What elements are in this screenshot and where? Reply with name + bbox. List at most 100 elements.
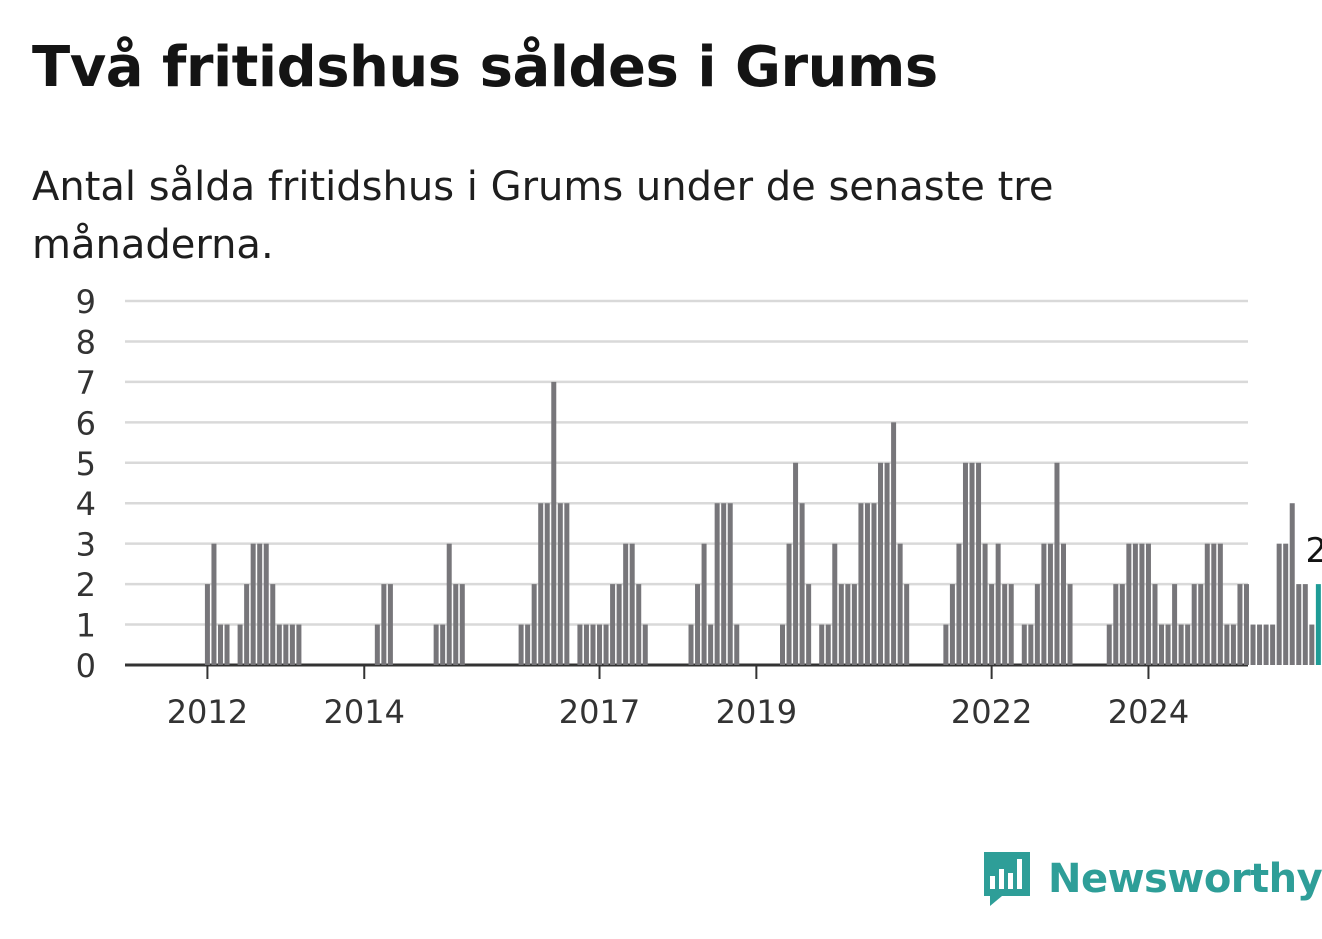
bar — [962, 462, 968, 665]
bar — [956, 543, 962, 665]
bar — [1139, 543, 1145, 665]
bar — [1145, 543, 1151, 665]
bar — [603, 624, 609, 665]
bar — [623, 543, 629, 665]
bar — [224, 624, 230, 665]
x-axis-ticks: 2012 2014 2017 2019 2022 2024 — [167, 665, 1189, 731]
bar — [551, 381, 557, 665]
bar — [250, 543, 256, 665]
bar — [616, 584, 622, 665]
bar — [590, 624, 596, 665]
bar — [263, 543, 269, 665]
bar — [1289, 503, 1295, 665]
x-tick-label: 2024 — [1108, 693, 1189, 731]
bar — [1061, 543, 1067, 665]
bar — [204, 584, 210, 665]
bar — [1296, 584, 1302, 665]
bar — [871, 503, 877, 665]
bar — [597, 624, 603, 665]
bar — [1113, 584, 1119, 665]
bar — [1165, 624, 1171, 665]
bar — [969, 462, 975, 665]
y-tick-label: 6 — [76, 404, 96, 442]
bar — [1211, 543, 1217, 665]
bar — [858, 503, 864, 665]
bar — [557, 503, 563, 665]
bar — [793, 462, 799, 665]
bar — [289, 624, 295, 665]
bar — [897, 543, 903, 665]
bar — [1002, 584, 1008, 665]
bar — [244, 584, 250, 665]
bar — [1230, 624, 1236, 665]
bar — [688, 624, 694, 665]
bar — [629, 543, 635, 665]
bar — [949, 584, 955, 665]
bar — [1185, 624, 1191, 665]
bar — [211, 543, 217, 665]
x-tick-label: 2017 — [559, 693, 640, 731]
bar — [701, 543, 707, 665]
bar — [446, 543, 452, 665]
bar — [1198, 584, 1204, 665]
bar — [276, 624, 282, 665]
chart-title: Två fritidshus såldes i Grums — [32, 35, 938, 100]
bar — [433, 624, 439, 665]
bar — [943, 624, 949, 665]
grid-lines — [125, 299, 1248, 667]
bar — [381, 584, 387, 665]
bar — [1204, 543, 1210, 665]
bar — [374, 624, 380, 665]
bar — [1054, 462, 1060, 665]
chart-subtitle: Antal sålda fritidshus i Grums under de … — [32, 164, 1054, 268]
bar — [786, 543, 792, 665]
bar — [1126, 543, 1132, 665]
bar — [904, 584, 910, 665]
bar — [1302, 584, 1308, 665]
bar — [845, 584, 851, 665]
bar — [1119, 584, 1125, 665]
bar — [891, 422, 897, 665]
y-tick-label: 8 — [76, 323, 96, 361]
y-tick-label: 3 — [76, 526, 96, 564]
bar — [1224, 624, 1230, 665]
bar — [610, 584, 616, 665]
newsworthy-logo: Newsworthy — [980, 848, 1322, 910]
bar — [1021, 624, 1027, 665]
bar — [1028, 624, 1034, 665]
bar — [1191, 584, 1197, 665]
annotations: 2 — [1306, 531, 1322, 571]
bar — [884, 462, 890, 665]
bar — [1152, 584, 1158, 665]
bar — [217, 624, 223, 665]
bar — [1270, 624, 1276, 665]
bar — [459, 584, 465, 665]
bar — [864, 503, 870, 665]
bar — [525, 624, 531, 665]
bar — [1041, 543, 1047, 665]
bar — [1237, 584, 1243, 665]
bar — [583, 624, 589, 665]
bar — [577, 624, 583, 665]
bar — [564, 503, 570, 665]
bar — [1283, 543, 1289, 665]
bar — [878, 462, 884, 665]
bar — [838, 584, 844, 665]
bar — [1047, 543, 1053, 665]
y-tick-label: 9 — [76, 283, 96, 321]
highlight-bar — [1315, 584, 1321, 665]
bar — [695, 584, 701, 665]
bar — [1034, 584, 1040, 665]
bar — [518, 624, 524, 665]
bar — [727, 503, 733, 665]
bar — [989, 584, 995, 665]
bar — [1263, 624, 1269, 665]
bar — [995, 543, 1001, 665]
bar — [780, 624, 785, 665]
bar — [832, 543, 838, 665]
y-tick-label: 0 — [76, 647, 96, 685]
bar — [544, 503, 550, 665]
bar — [714, 503, 720, 665]
